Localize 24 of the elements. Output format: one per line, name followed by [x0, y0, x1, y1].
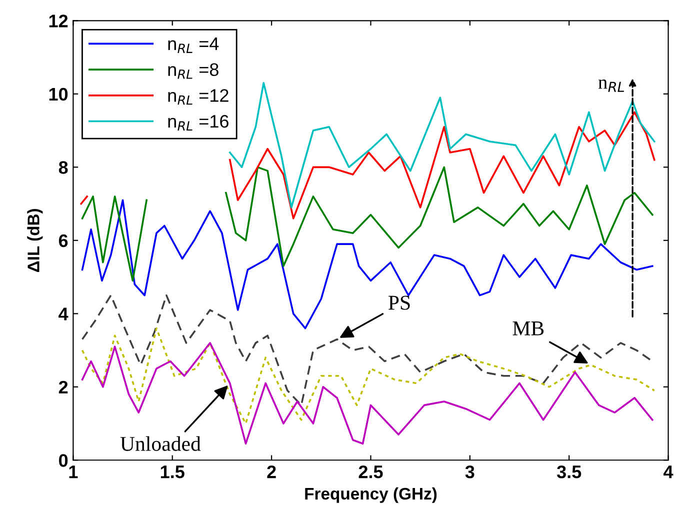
x-tick-label: 1	[69, 466, 78, 478]
legend-label: n$_{RL}$ =16	[168, 114, 228, 131]
x-tick-label: 3.5	[556, 465, 582, 478]
annotation: MB	[512, 322, 544, 336]
y-tick-label: 10	[49, 88, 68, 101]
legend-label: n$_{RL}$ =4	[168, 38, 219, 53]
legend-label: n$_{RL}$ =8	[168, 63, 218, 79]
x-tick-label: 1.5	[160, 466, 184, 478]
y-tick-label: 8	[58, 161, 68, 174]
y-tick-label: 12	[49, 14, 68, 28]
x-tick-label: 3	[465, 465, 474, 478]
y-tick-label: 2	[58, 380, 68, 394]
x-axis-title: Frequency (GHz)	[305, 487, 437, 503]
x-tick-label: 2.5	[358, 465, 383, 478]
annotation: PS	[388, 296, 410, 310]
y-axis-title: ΔIL (dB)	[27, 209, 43, 272]
annotation: Unloaded	[120, 436, 201, 451]
y-tick-label: 4	[58, 308, 68, 320]
legend-label: n$_{RL}$ =12	[168, 89, 228, 105]
y-tick-label: 0	[59, 454, 68, 467]
annotation: n$_{RL}$	[598, 79, 624, 92]
x-tick-label: 4	[664, 466, 674, 478]
x-tick-label: 2	[267, 465, 276, 478]
y-tick-label: 6	[58, 234, 68, 248]
